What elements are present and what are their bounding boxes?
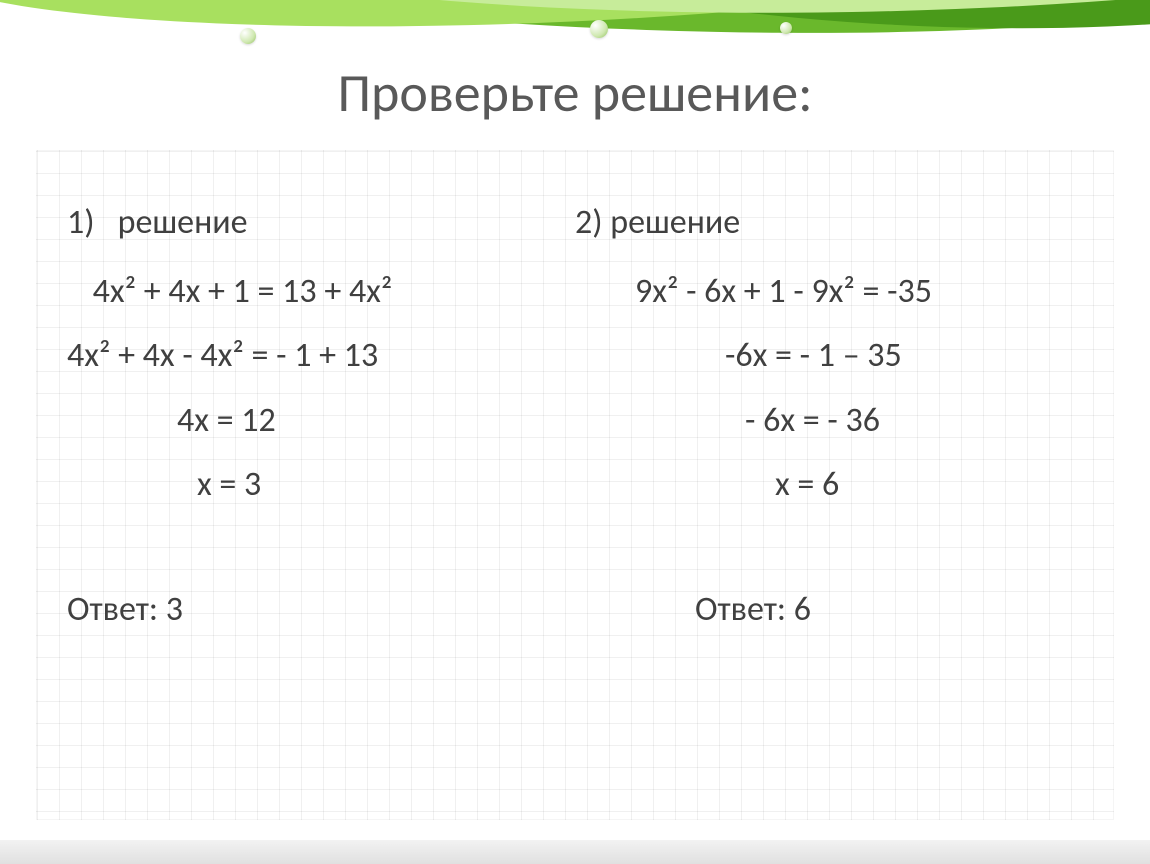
answer-line: Ответ: 6 (575, 578, 1083, 643)
equation-line: 4х² + 4х + 1 = 13 + 4х² (67, 260, 575, 325)
equation-line: 9х² - 6х + 1 - 9х² = -35 (575, 260, 1083, 325)
solution-right: 2) решение 9х² - 6х + 1 - 9х² = -35 -6х … (575, 191, 1083, 799)
curve-decor (395, 0, 1150, 51)
columns: 1) решение 4х² + 4х + 1 = 13 + 4х² 4х² +… (37, 151, 1113, 819)
curve-decor (0, 0, 1150, 56)
slide: Проверьте решение: 1) решение 4х² + 4х +… (0, 0, 1150, 864)
equation-line: 4х = 12 (67, 389, 575, 454)
answer-line: Ответ: 3 (67, 578, 575, 643)
slide-title: Проверьте решение: (0, 60, 1150, 126)
dewdrop-icon (780, 22, 792, 34)
solution-head: 2) решение (575, 191, 1083, 256)
dewdrop-icon (590, 20, 608, 38)
bottom-shadow (0, 840, 1150, 864)
equation-line: -6х = - 1 – 35 (575, 324, 1083, 389)
equation-line: 4х² + 4х - 4х² = - 1 + 13 (67, 324, 575, 389)
equation-line: х = 6 (575, 453, 1083, 518)
solution-head: 1) решение (67, 191, 575, 256)
solution-left: 1) решение 4х² + 4х + 1 = 13 + 4х² 4х² +… (67, 191, 575, 799)
equation-line: х = 3 (67, 453, 575, 518)
curve-decor (148, 0, 1150, 24)
dewdrop-icon (240, 28, 256, 44)
equation-line: - 6х = - 36 (575, 389, 1083, 454)
curve-decor (0, 0, 1150, 54)
content-grid: 1) решение 4х² + 4х + 1 = 13 + 4х² 4х² +… (36, 150, 1114, 820)
